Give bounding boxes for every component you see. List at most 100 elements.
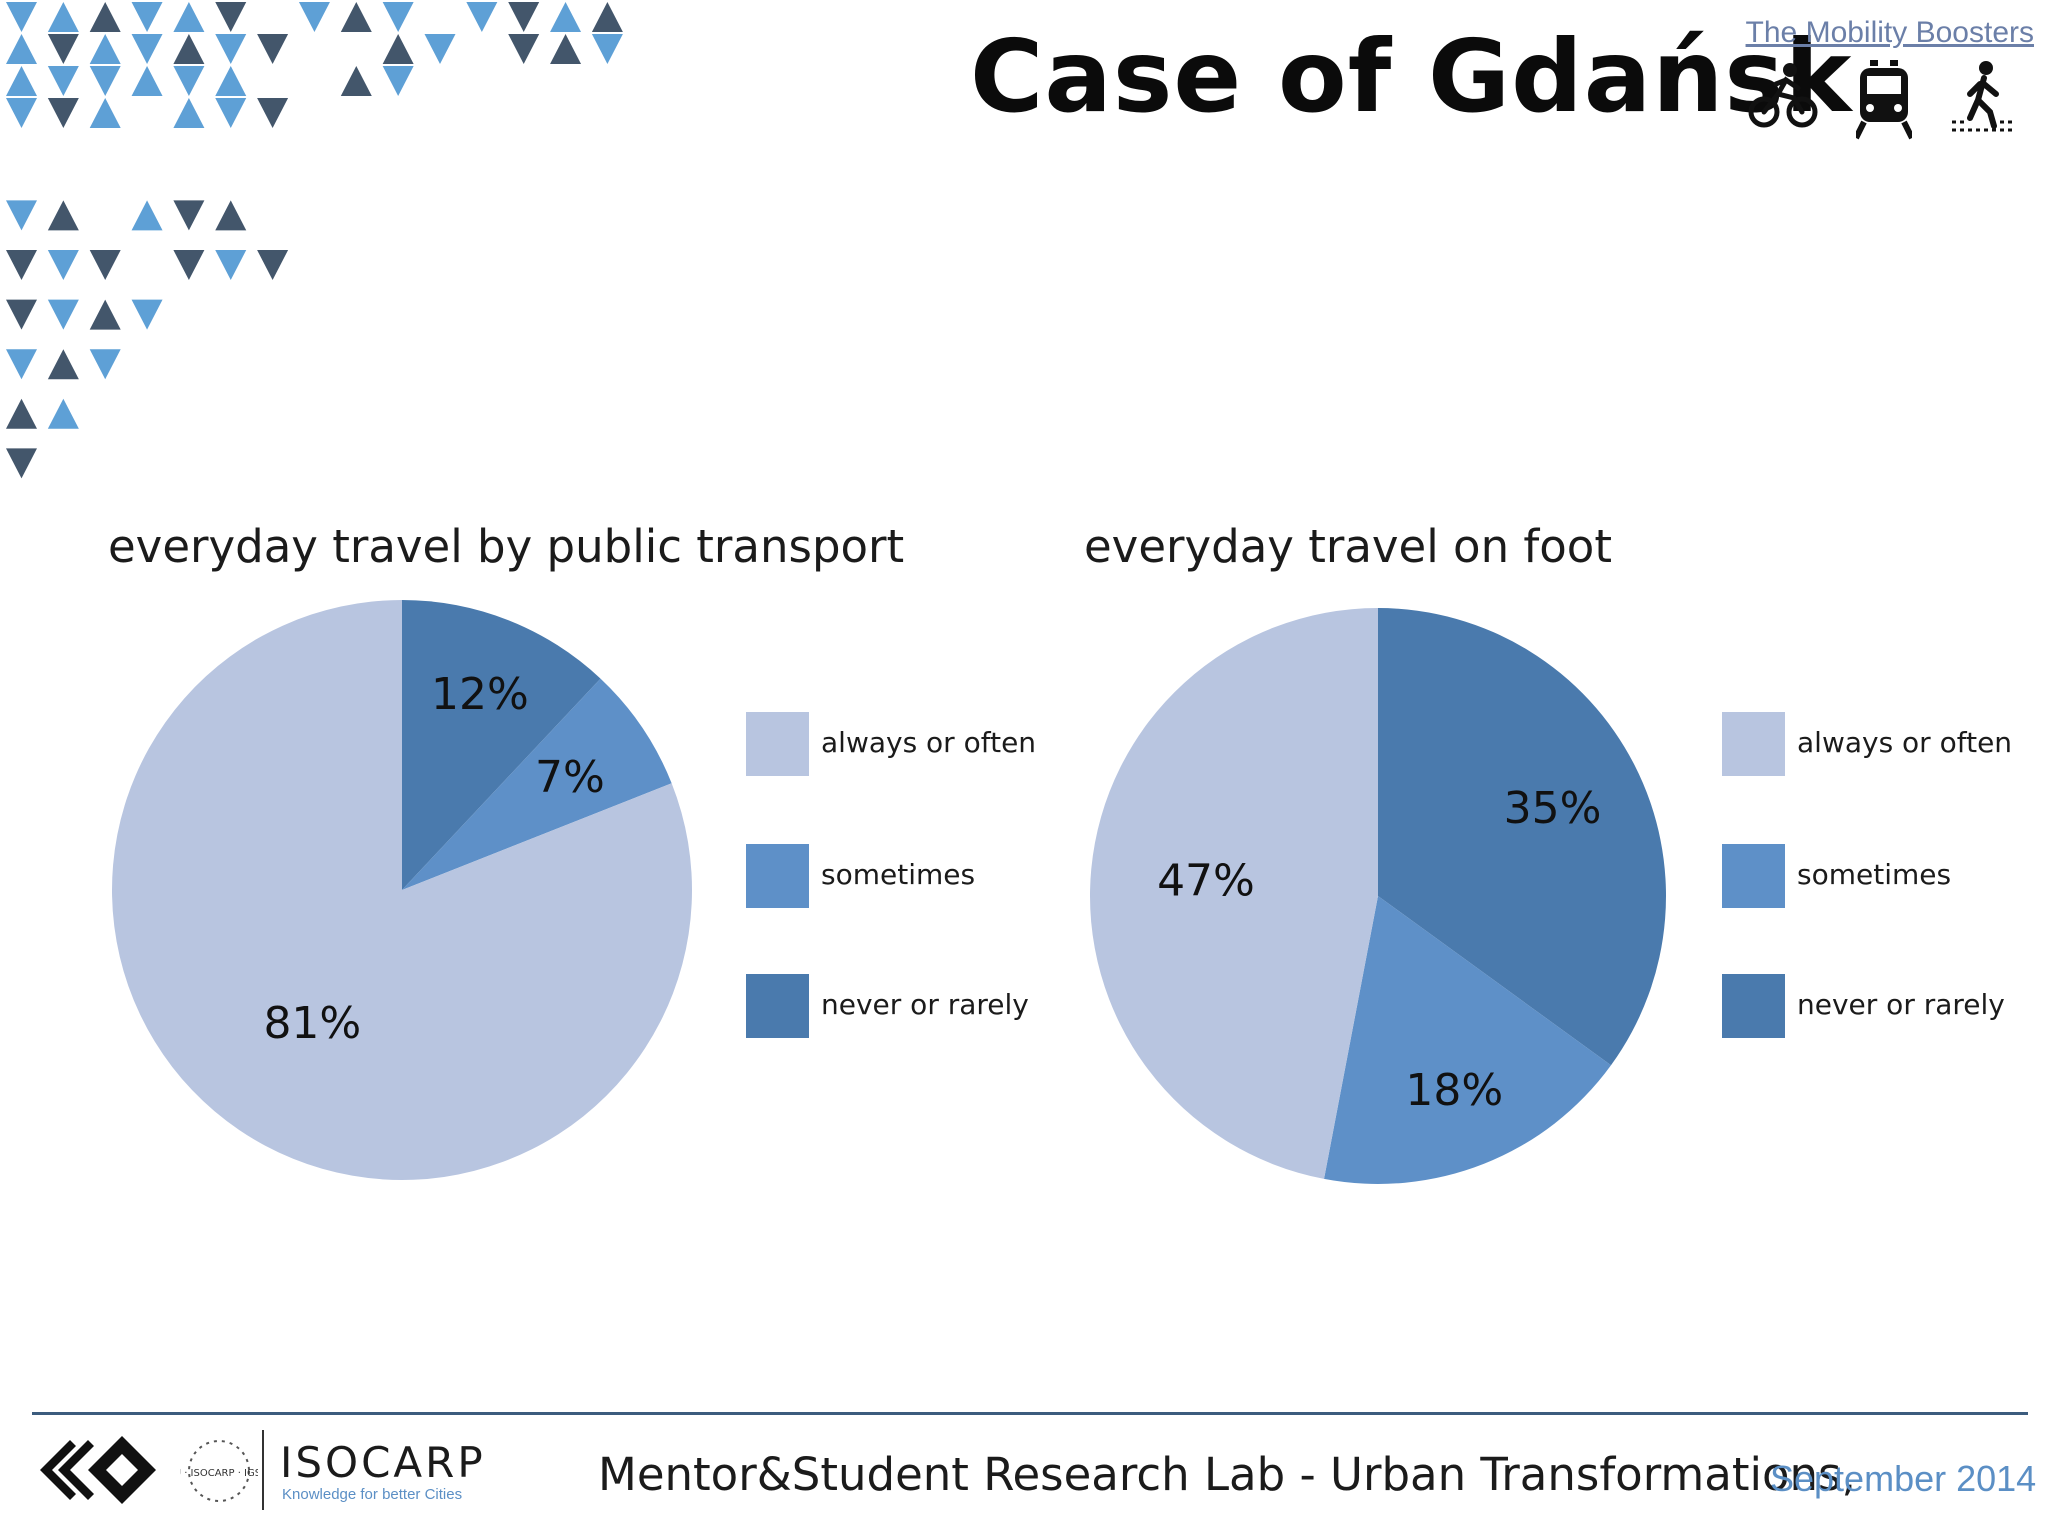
pie-slice-always-or-often (111, 600, 692, 1180)
decorative-triangle (508, 2, 540, 32)
decorative-triangle (6, 200, 37, 231)
decorative-triangle (382, 66, 414, 96)
triangle-pattern-decoration (6, 2, 623, 479)
decorative-triangle (6, 98, 37, 128)
legend-swatch (1722, 974, 1785, 1038)
decorative-triangle (47, 299, 79, 330)
decorative-triangle (47, 66, 79, 96)
page-title: Case of Gdańsk (970, 18, 1853, 135)
isocarp-name: ISOCARP (280, 1438, 486, 1487)
decorative-triangle (89, 299, 121, 330)
legend-label: sometimes (1797, 858, 1952, 891)
pie-data-label: 12% (431, 669, 529, 720)
decorative-triangle (257, 34, 289, 64)
pie-chart-public-transport: 12%7% 81% (111, 600, 692, 1180)
legend-swatch (1722, 712, 1785, 776)
pie-data-label: 81% (263, 998, 361, 1049)
pie-slice-never-or-rarely (402, 600, 601, 890)
legend-item-never-or-rarely: never or rarely (1722, 974, 2042, 1038)
decorative-triangle (6, 448, 37, 479)
decorative-triangle (131, 34, 163, 64)
legend-item-always-or-often: always or often (746, 712, 1066, 776)
decorative-triangle (131, 66, 163, 96)
pie-slice-never-or-rarely (1378, 608, 1666, 1066)
decorative-triangle (466, 2, 498, 32)
legend-swatch (1722, 844, 1785, 908)
footer-lab-text: Mentor&Student Research Lab - Urban Tran… (598, 1448, 1856, 1501)
legend-item-always-or-often: always or often (1722, 712, 2042, 776)
decorative-triangle (508, 34, 540, 64)
decorative-triangle (298, 2, 330, 32)
isocarp-tagline: Knowledge for better Cities (282, 1486, 463, 1503)
pie-data-label: 18% (1405, 1065, 1503, 1116)
decorative-triangle (382, 2, 414, 32)
lab-logo (40, 1436, 156, 1504)
decorative-triangle (89, 34, 121, 64)
legend-label: always or often (1797, 726, 2013, 759)
decorative-triangle (6, 66, 37, 96)
decorative-triangle (215, 200, 247, 231)
decorative-triangle (47, 34, 79, 64)
decorative-triangle (131, 200, 163, 231)
decorative-triangle (89, 98, 121, 128)
decorative-triangle (173, 34, 205, 64)
legend-swatch (746, 844, 809, 908)
pedestrian-icon (1952, 61, 2014, 132)
decorative-triangle (47, 398, 79, 429)
footer-date: September 2014 (1770, 1458, 2037, 1499)
decorative-triangle (89, 349, 121, 380)
decorative-triangle (215, 2, 247, 32)
pie-chart-on-foot: 35% 18% 47% (1089, 608, 1666, 1184)
decorative-triangle (6, 2, 37, 32)
decorative-triangle (6, 398, 37, 429)
pie-slice-always-or-often (1089, 608, 1378, 1179)
decorative-triangle (257, 98, 289, 128)
decorative-triangle (47, 200, 79, 231)
decorative-triangle (131, 299, 163, 330)
decorative-triangle (382, 34, 414, 64)
decorative-triangle (591, 34, 623, 64)
decorative-triangle (6, 34, 37, 64)
pie-slice-sometimes (1324, 896, 1611, 1184)
legend-label: never or rarely (821, 988, 1029, 1021)
decorative-triangle (131, 2, 163, 32)
decorative-triangle (6, 299, 37, 330)
decorative-triangle (340, 66, 372, 96)
decorative-triangle (47, 98, 79, 128)
isocarp-seal-text: AIU · ISOCARP · IGSRP (180, 1468, 258, 1479)
decorative-triangle (173, 98, 205, 128)
decorative-triangle (47, 349, 79, 380)
isocarp-divider (262, 1430, 264, 1510)
decorative-triangle (550, 2, 582, 32)
decorative-triangle (215, 34, 247, 64)
legend-swatch (746, 974, 809, 1038)
pie-data-label: 7% (535, 752, 605, 803)
decorative-triangle (89, 2, 121, 32)
decorative-triangle (591, 2, 623, 32)
legend-swatch (746, 712, 809, 776)
decorative-triangle (47, 2, 79, 32)
mobility-boosters-link[interactable]: The Mobility Boosters (1745, 16, 2034, 49)
decorative-triangle (173, 200, 205, 231)
decorative-triangle (6, 250, 37, 280)
pie-data-label: 35% (1504, 783, 1602, 834)
chart-title-on-foot: everyday travel on foot (1084, 520, 1612, 573)
train-icon (1856, 60, 1912, 140)
decorative-triangle (257, 250, 289, 280)
chart-title-public-transport: everyday travel by public transport (108, 520, 905, 573)
legend-item-sometimes: sometimes (746, 844, 1066, 908)
decorative-triangle (424, 34, 456, 64)
decorative-triangle (215, 98, 247, 128)
legend-item-sometimes: sometimes (1722, 844, 2042, 908)
pie-data-label: 47% (1157, 856, 1255, 907)
pie-slice-sometimes (402, 678, 672, 890)
decorative-triangle (173, 250, 205, 280)
decorative-triangle (89, 66, 121, 96)
legend-item-never-or-rarely: never or rarely (746, 974, 1066, 1038)
legend-label: always or often (821, 726, 1037, 759)
decorative-triangle (173, 66, 205, 96)
decorative-triangle (340, 2, 372, 32)
decorative-triangle (550, 34, 582, 64)
legend-label: never or rarely (1797, 988, 2005, 1021)
decorative-triangle (6, 349, 37, 380)
